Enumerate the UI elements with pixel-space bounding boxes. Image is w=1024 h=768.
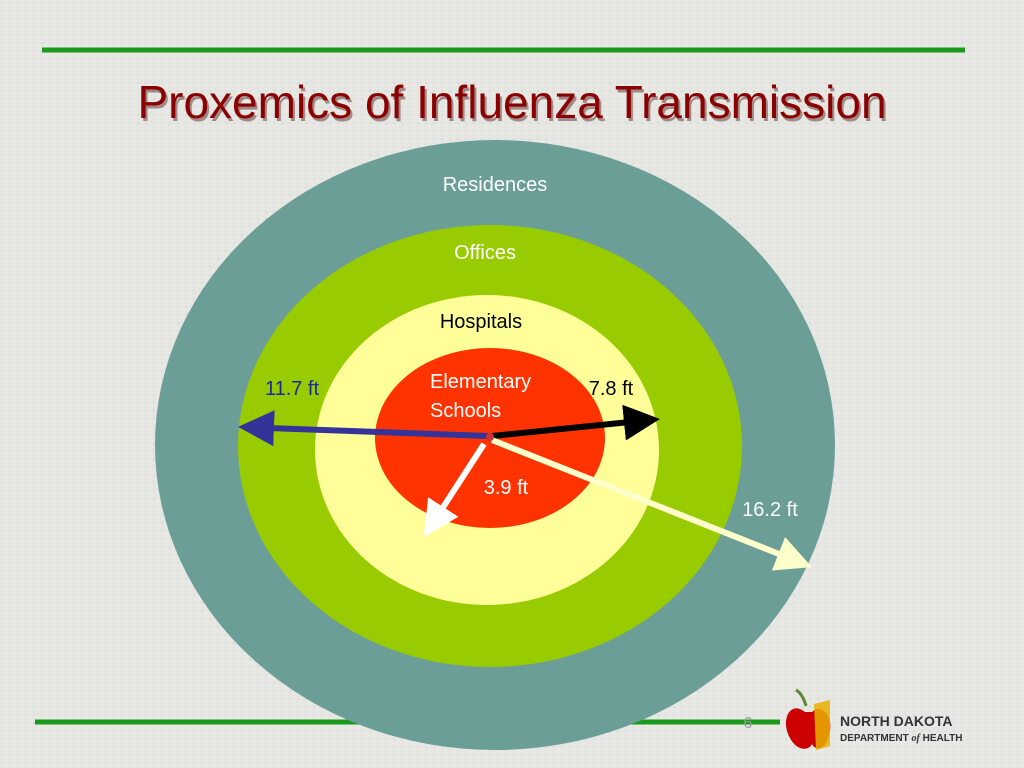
logo-word: DEPARTMENT	[840, 733, 909, 744]
title-shadow: Proxemics of Influenza Transmission	[139, 79, 888, 131]
distance-label: 16.2 ft	[742, 499, 798, 521]
logo-wheat	[814, 700, 830, 750]
arrow	[490, 437, 812, 571]
ring-label: Residences	[443, 174, 548, 196]
logo-text: NORTH DAKOTA	[840, 713, 953, 729]
logo-stem	[795, 688, 808, 707]
logo-word: HEALTH	[923, 733, 963, 744]
center-point	[486, 433, 494, 441]
distance-label: 11.7 ft	[265, 378, 320, 400]
ring-label: Hospitals	[440, 311, 522, 333]
title: Proxemics of Influenza Transmission	[137, 76, 886, 128]
ring-label: Elementary	[430, 371, 531, 393]
distance-label: 3.9 ft	[484, 477, 529, 499]
ring-label: Offices	[454, 242, 516, 264]
logo-word: of	[911, 733, 921, 744]
arrow	[491, 404, 660, 441]
ring-label: Schools	[430, 400, 501, 422]
logo-text: DEPARTMENT of HEALTH	[840, 733, 962, 744]
arrow	[423, 442, 487, 538]
distance-label: 7.8 ft	[589, 378, 634, 400]
page-number: 6	[744, 715, 753, 732]
logo: NORTH DAKOTA DEPARTMENT of HEALTH	[785, 688, 962, 750]
arrow	[238, 410, 489, 447]
